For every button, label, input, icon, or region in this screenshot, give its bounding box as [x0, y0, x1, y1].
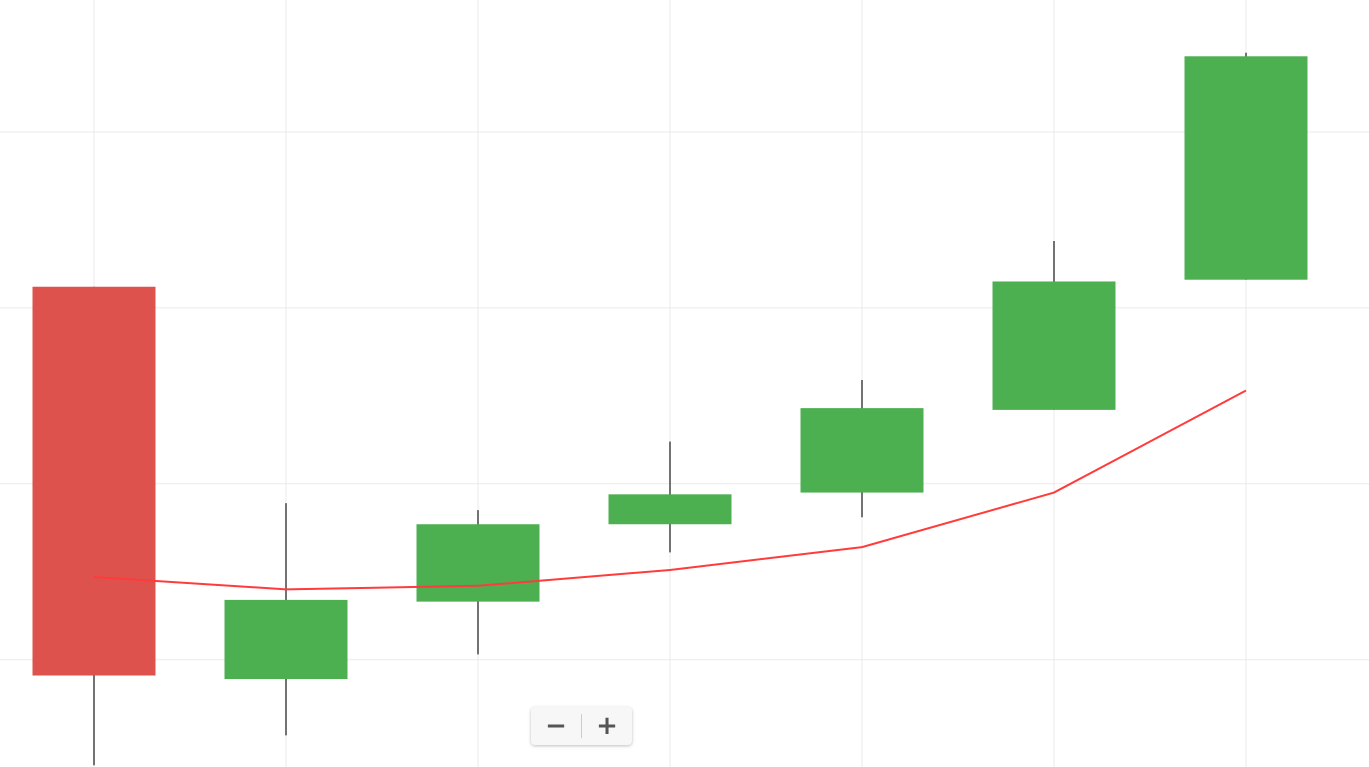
moving-average-line [93, 389, 1247, 591]
candle-body [224, 599, 348, 680]
zoom-out-button[interactable]: − [545, 711, 567, 741]
separator [581, 714, 582, 738]
candle-body [992, 281, 1116, 410]
candle-body [32, 286, 156, 676]
candle-body [800, 408, 924, 493]
zoom-controls: − + [531, 707, 632, 745]
candle-body [416, 524, 540, 602]
candle-body [1184, 56, 1308, 280]
candle-body [608, 494, 732, 525]
zoom-in-button[interactable]: + [596, 711, 618, 741]
